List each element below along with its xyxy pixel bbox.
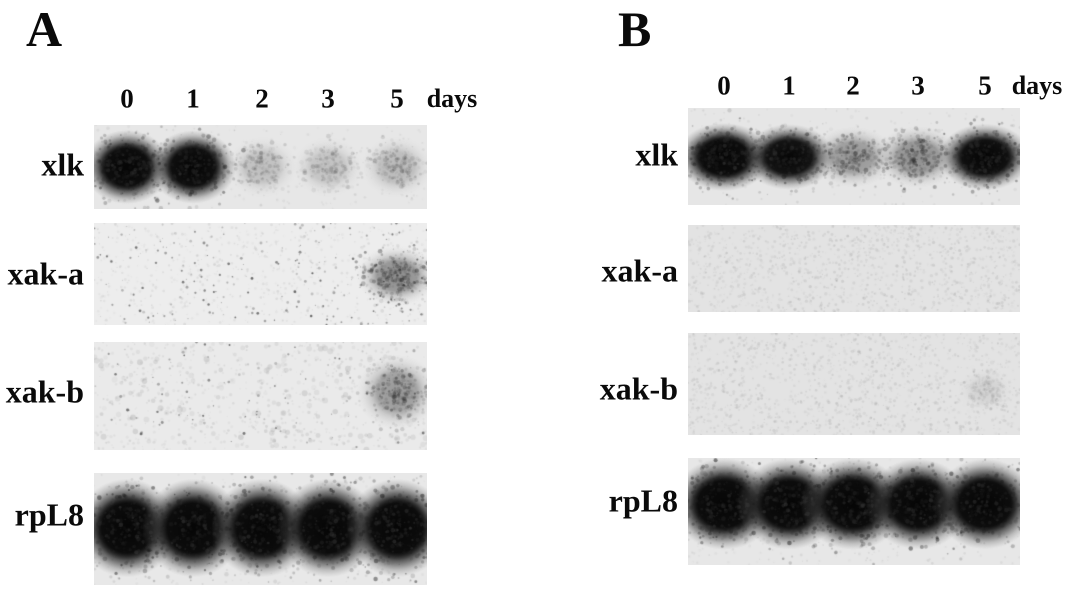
blot-row-b-rpL8 — [688, 458, 1020, 565]
blot-image-b-xak-b — [688, 333, 1020, 435]
blot-row-a-xak-a — [94, 223, 427, 325]
row-label-b-xak-b: xak-b — [599, 370, 678, 407]
panel-letter-b: B — [618, 1, 652, 57]
row-label-b-xak-a: xak-a — [601, 252, 678, 289]
panel-letter-a: A — [26, 1, 63, 57]
blot-row-a-xlk — [94, 125, 427, 209]
blot-row-b-xlk — [688, 108, 1020, 205]
blot-image-b-xlk — [688, 108, 1020, 205]
lane-label-b-5: 5 — [978, 70, 992, 101]
lane-label-b-2: 2 — [846, 70, 860, 101]
blot-row-b-xak-b — [688, 333, 1020, 435]
lane-label-b-0: 0 — [717, 70, 731, 101]
lane-label-b-3: 3 — [911, 70, 925, 101]
blot-image-a-xlk — [94, 125, 427, 209]
blot-row-a-rpL8 — [94, 473, 427, 585]
row-label-a-xlk: xlk — [41, 146, 84, 183]
lane-label-a-0: 0 — [120, 83, 134, 114]
lane-label-a-1: 1 — [186, 83, 200, 114]
row-label-a-rpL8: rpL8 — [14, 496, 84, 533]
blot-image-a-xak-b — [94, 342, 427, 450]
blot-row-a-xak-b — [94, 342, 427, 450]
lane-label-a-5: 5 — [390, 83, 404, 114]
days-label-a: days — [426, 84, 478, 113]
days-label-b: days — [1011, 71, 1063, 100]
blot-row-b-xak-a — [688, 225, 1020, 312]
row-label-a-xak-b: xak-b — [5, 373, 84, 410]
lane-label-b-1: 1 — [782, 70, 796, 101]
blot-image-b-xak-a — [688, 225, 1020, 312]
lane-label-a-2: 2 — [255, 83, 269, 114]
row-label-b-rpL8: rpL8 — [608, 482, 678, 519]
lane-label-a-3: 3 — [321, 83, 335, 114]
row-label-b-xlk: xlk — [635, 136, 678, 173]
blot-image-b-rpL8 — [688, 458, 1020, 565]
blot-image-a-rpL8 — [94, 473, 427, 585]
blot-image-a-xak-a — [94, 223, 427, 325]
row-label-a-xak-a: xak-a — [7, 255, 84, 292]
